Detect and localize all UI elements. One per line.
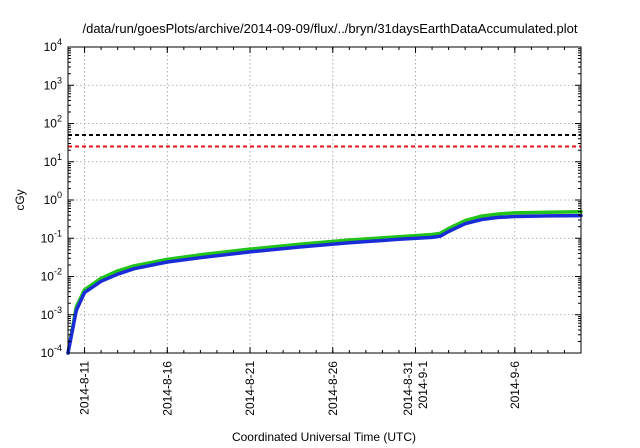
y-tick-label: 101 [44, 152, 62, 169]
threshold-lines [68, 134, 581, 148]
y-tick-label: 10-3 [41, 305, 62, 322]
y-tick-label: 10-1 [41, 228, 62, 245]
x-tick-label: 2014-8-21 [243, 361, 257, 416]
series-lines [66, 210, 583, 355]
x-tick-label: 2014-8-31 [401, 361, 415, 416]
x-tick-label: 2014-9-1 [416, 361, 430, 409]
grid-lines [68, 47, 581, 353]
y-axis-label: cGy [13, 189, 27, 210]
x-axis-label: Coordinated Universal Time (UTC) [232, 430, 416, 444]
x-tick-label: 2014-9-6 [508, 361, 522, 409]
chart-title: /data/run/goesPlots/archive/2014-09-09/f… [82, 21, 577, 36]
x-tick-label: 2014-8-11 [78, 361, 92, 415]
y-tick-label: 100 [44, 190, 62, 207]
y-tick-label: 10-2 [41, 267, 62, 284]
axis-ticks [67, 46, 582, 354]
series-line [66, 213, 583, 355]
x-tick-label: 2014-8-26 [326, 361, 340, 416]
y-tick-labels: 10-4 10-3 10-2 10-1 100 101 102 103 104 [41, 37, 62, 360]
y-tick-label: 102 [44, 114, 62, 131]
y-tick-label: 104 [44, 37, 62, 54]
series-line [66, 210, 583, 355]
x-tick-label: 2014-8-16 [160, 361, 174, 416]
x-tick-labels: 2014-8-11 2014-8-16 2014-8-21 2014-8-26 2014… [78, 361, 522, 416]
y-tick-label: 103 [44, 75, 62, 92]
y-tick-label: 10-4 [41, 343, 62, 360]
